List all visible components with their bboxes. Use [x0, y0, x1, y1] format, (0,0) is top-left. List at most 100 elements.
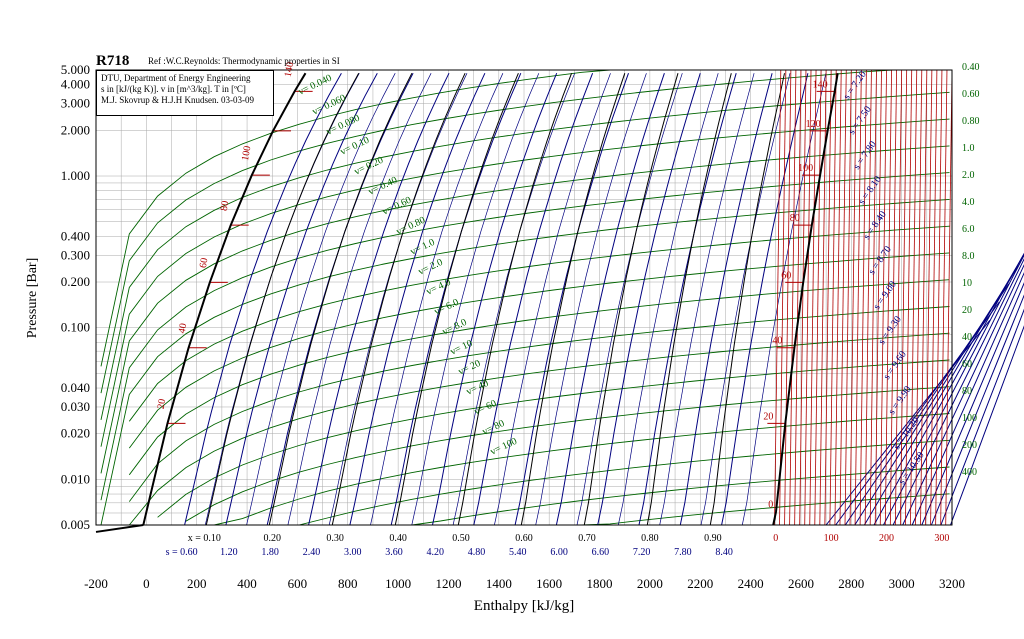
- isentrope-line: [597, 73, 701, 526]
- temp-label-vapor: 120: [806, 119, 821, 130]
- vapor-isentrope: [892, 258, 1024, 526]
- vapor-isotherm: [784, 69, 792, 526]
- isentrope-line: [308, 72, 450, 526]
- y-tick-label: 4.000: [61, 77, 90, 92]
- quality-label: 0.20: [263, 533, 281, 544]
- x-tick-label: 1000: [385, 576, 411, 591]
- x-tick-label: 200: [187, 576, 207, 591]
- isentrope-line-minor: [659, 73, 755, 526]
- y-tick-label: 0.020: [61, 426, 90, 441]
- volume-label: v= 0.40: [367, 175, 399, 198]
- volume-label: v= 0.20: [353, 155, 385, 178]
- temp-label-liquid: 20: [156, 398, 169, 410]
- volume-axis-label: 40: [962, 332, 972, 343]
- entropy-label: s = 0.60: [166, 547, 198, 558]
- isentrope-line-minor: [535, 73, 647, 526]
- quality-line: [583, 73, 679, 526]
- volume-label: v= 100: [489, 436, 519, 458]
- isochore-line: [157, 359, 950, 518]
- vapor-isotherm: [905, 69, 913, 526]
- isentrope-line: [638, 73, 737, 526]
- vapor-isentrope: [950, 325, 1024, 526]
- vapor-isotherm: [774, 69, 782, 526]
- vapor-isotherm: [884, 69, 892, 526]
- quality-label: 0.80: [641, 533, 659, 544]
- volume-axis-label: 0.40: [962, 62, 980, 73]
- isotherm-lines: [167, 69, 953, 526]
- isochore-line: [214, 413, 950, 526]
- quality-line: [268, 72, 413, 526]
- vapor-isotherm: [854, 69, 862, 526]
- vapor-isentrope: [863, 253, 1024, 526]
- volume-axis-label: 100: [962, 413, 977, 424]
- entropy-label: 4.80: [468, 547, 486, 558]
- entropy-vapor-label: s = 9.90: [886, 384, 913, 417]
- vapor-isentrope: [883, 254, 1024, 526]
- quality-line: [205, 72, 360, 526]
- volume-axis-label: 80: [962, 386, 972, 397]
- isentrope-line: [432, 73, 558, 526]
- isentrope-line-minor: [700, 73, 791, 526]
- vapor-isentrope: [940, 308, 1024, 526]
- quality-line: [394, 73, 519, 526]
- vapor-isotherm: [930, 69, 938, 526]
- isentrope-line: [266, 72, 414, 526]
- x-tick-label: 1200: [435, 576, 461, 591]
- isentrope-line: [679, 73, 773, 526]
- y-axis-label: Pressure [Bar]: [25, 258, 40, 338]
- volume-label: v= 0.060: [311, 93, 348, 118]
- vapor-isotherm: [899, 69, 908, 526]
- isentrope-line-minor: [741, 73, 827, 526]
- y-tick-label: 0.010: [61, 471, 90, 486]
- superheat-label: 0: [773, 533, 778, 544]
- volume-label: v= 2.0: [417, 257, 445, 278]
- temp-label-vapor: 100: [798, 163, 813, 174]
- vapor-isentrope: [921, 282, 1024, 526]
- vapor-isentrope: [930, 294, 1024, 526]
- isentrope-line: [225, 72, 378, 526]
- volume-axis-label: 20: [962, 305, 972, 316]
- entropy-label: 4.20: [427, 547, 445, 558]
- vapor-isotherm: [925, 69, 933, 526]
- isentrope-line-minor: [370, 73, 504, 526]
- vapor-isotherm: [789, 69, 797, 526]
- volume-axis-label: 8.0: [962, 251, 975, 262]
- volume-axis-label: 4.0: [962, 197, 975, 208]
- temp-label-vapor: 60: [781, 270, 791, 281]
- volume-label: v= 10: [449, 338, 475, 358]
- entropy-vapor-label: s = 9.60: [881, 349, 908, 382]
- x-tick-label: 2200: [687, 576, 713, 591]
- isentrope-line-minor: [452, 73, 576, 526]
- x-tick-label: 2800: [838, 576, 864, 591]
- quality-label: 0.70: [578, 533, 596, 544]
- quality-lines: [205, 72, 785, 526]
- vapor-isotherm: [849, 69, 857, 526]
- volume-label: v= 60: [473, 398, 499, 418]
- vapor-isotherm: [814, 69, 822, 526]
- entropy-vapor-label: s = 8.70: [866, 244, 893, 277]
- vapor-isotherm: [869, 69, 877, 526]
- vapor-isotherm: [799, 69, 807, 526]
- vapor-isotherm: [859, 69, 867, 526]
- volume-label: v= 20: [457, 358, 483, 378]
- isentrope-line: [721, 73, 809, 526]
- x-tick-label: 1600: [536, 576, 562, 591]
- quality-line: [331, 72, 466, 526]
- info-line-2: s in [kJ/(kg K)]. v in [m^3/kg]. T in [º…: [101, 84, 246, 94]
- vapor-isotherm: [804, 69, 812, 526]
- temp-label-liquid: 60: [198, 257, 211, 269]
- entropy-label: 6.60: [592, 547, 610, 558]
- quality-label: 0.50: [452, 533, 470, 544]
- volume-axis-label: 0.60: [962, 89, 980, 100]
- info-box: DTU, Department of Energy Engineering s …: [96, 70, 274, 116]
- isentrope-line-minor: [411, 73, 540, 526]
- quality-label: 0.90: [704, 533, 722, 544]
- vapor-isotherm: [910, 69, 918, 526]
- x-tick-label: 2600: [788, 576, 814, 591]
- y-tick-label: 5.000: [61, 62, 90, 77]
- entropy-label: 3.60: [385, 547, 403, 558]
- temp-label-liquid: 100: [240, 145, 253, 162]
- vapor-isotherm: [879, 69, 887, 526]
- quality-label: 0.30: [326, 533, 344, 544]
